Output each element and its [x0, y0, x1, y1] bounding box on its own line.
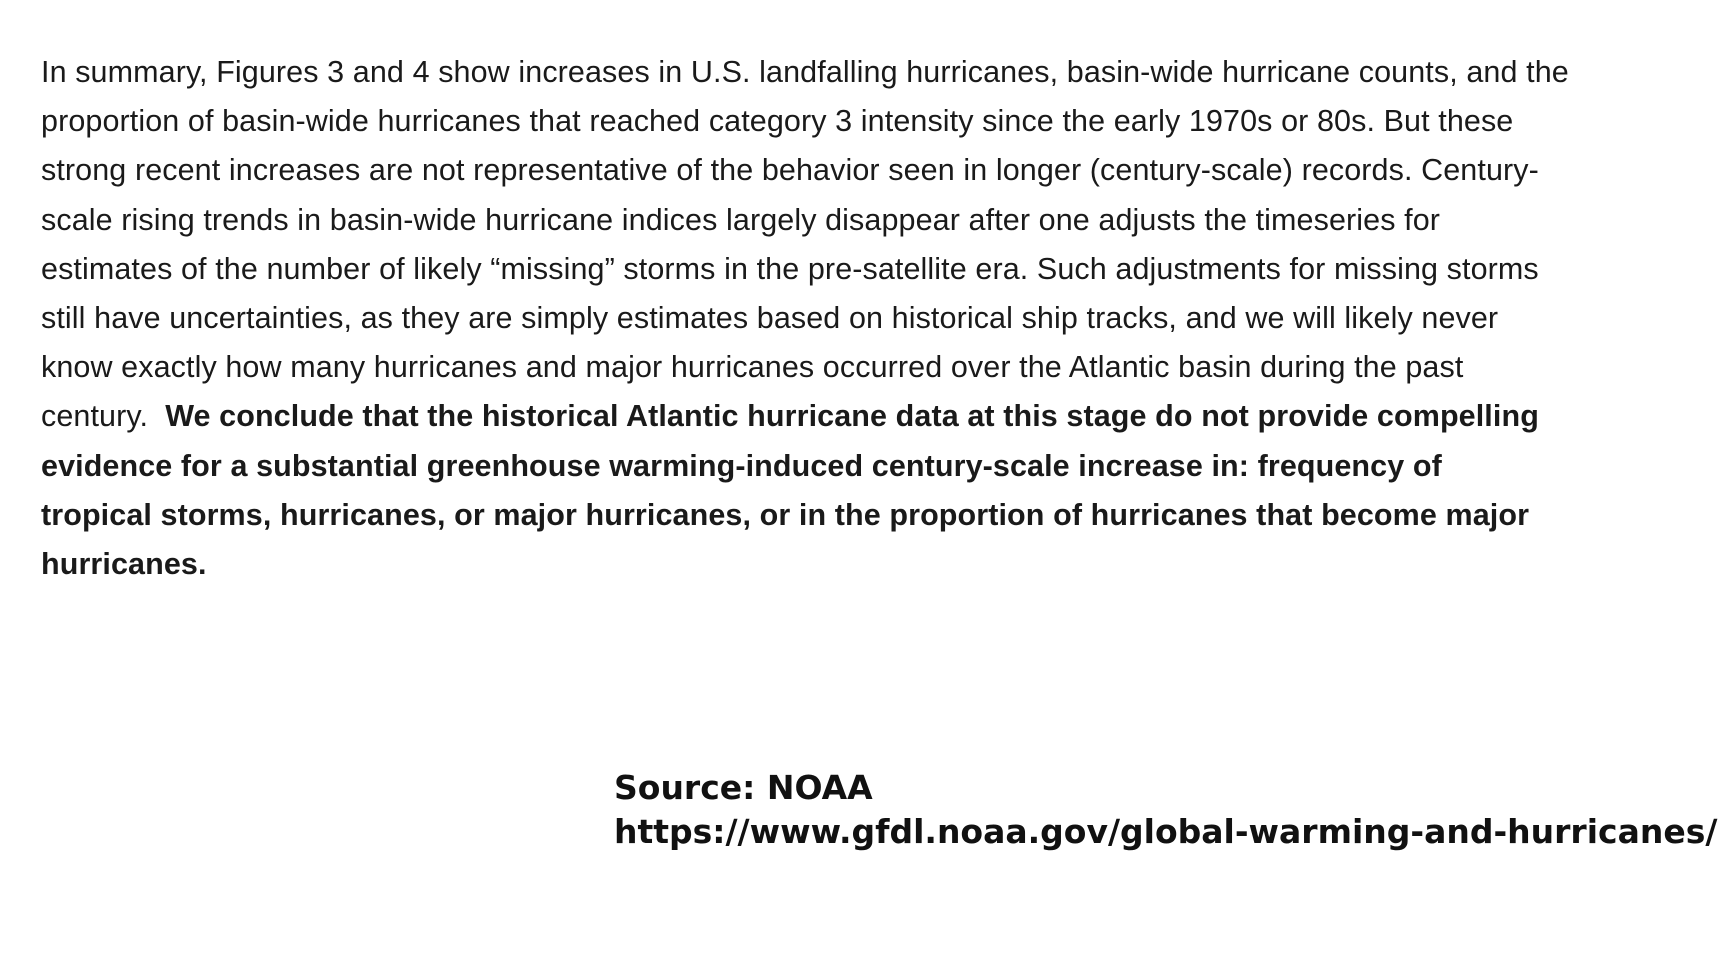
summary-line-2-text: proportion of basin-wide hurricanes that…: [41, 104, 1514, 139]
summary-line-6: still have uncertainties, as they are si…: [41, 294, 1661, 343]
source-citation: Source: NOAA https://www.gfdl.noaa.gov/g…: [614, 766, 1717, 854]
conclusion-text-2: evidence for a substantial greenhouse wa…: [41, 448, 1442, 483]
summary-line-5: estimates of the number of likely “missi…: [41, 245, 1661, 294]
summary-line-7: know exactly how many hurricanes and maj…: [41, 343, 1661, 392]
summary-line-9: evidence for a substantial greenhouse wa…: [41, 442, 1661, 491]
summary-line-10: tropical storms, hurricanes, or major hu…: [41, 491, 1661, 540]
conclusion-text-4: hurricanes.: [41, 547, 207, 582]
summary-paragraph: In summary, Figures 3 and 4 show increas…: [41, 48, 1661, 589]
summary-line-11: hurricanes.: [41, 540, 1661, 589]
summary-line-4-text: scale rising trends in basin-wide hurric…: [41, 202, 1441, 237]
summary-line-2: proportion of basin-wide hurricanes that…: [41, 97, 1661, 146]
summary-line-4: scale rising trends in basin-wide hurric…: [41, 196, 1661, 245]
summary-line-3: strong recent increases are not represen…: [41, 146, 1661, 195]
summary-line-6-text: still have uncertainties, as they are si…: [41, 301, 1499, 336]
summary-line-3-text: strong recent increases are not represen…: [41, 153, 1539, 188]
source-url: https://www.gfdl.noaa.gov/global-warming…: [614, 812, 1718, 851]
conclusion-text-1: We conclude that the historical Atlantic…: [165, 399, 1539, 434]
summary-line-8-text: century.: [41, 399, 166, 434]
summary-line-8: century. We conclude that the historical…: [41, 392, 1661, 441]
summary-line-7-text: know exactly how many hurricanes and maj…: [41, 350, 1464, 385]
conclusion-text-3: tropical storms, hurricanes, or major hu…: [41, 497, 1530, 532]
summary-line-1: In summary, Figures 3 and 4 show increas…: [41, 48, 1661, 97]
summary-line-5-text: estimates of the number of likely “missi…: [41, 251, 1539, 286]
summary-line-1-text: In summary, Figures 3 and 4 show increas…: [41, 55, 1569, 89]
source-label: Source: NOAA: [614, 768, 873, 807]
